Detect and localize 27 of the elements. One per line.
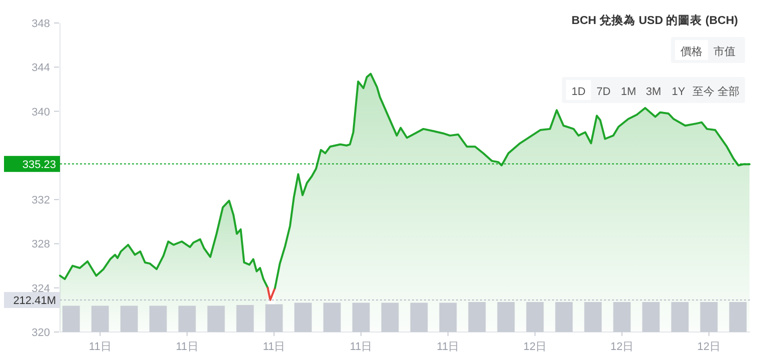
y-tick-label: 332 (32, 194, 50, 207)
text: 212.41M (13, 295, 56, 307)
y-tick-label: 340 (32, 106, 50, 118)
annotation: 至今 (692, 86, 714, 98)
x-tick-label: 11日 (262, 341, 286, 353)
y-tick-label: 348 (32, 18, 50, 30)
x-tick-label: 11日 (436, 341, 460, 353)
x-tick-label: 12日 (697, 341, 721, 353)
annotation: 市值 (714, 45, 736, 58)
x-tick-label: 11日 (88, 341, 112, 353)
annotation: 1D (571, 86, 586, 98)
y-tick-label: 344 (32, 62, 50, 74)
y-tick-label: 328 (32, 238, 50, 251)
y-tick-label: 320 (32, 327, 50, 339)
x-tick-label: 11日 (176, 341, 198, 353)
ref-line-label: 335.23 (22, 158, 56, 171)
annotation: 3M (646, 86, 662, 98)
x-tick-label: 11日 (350, 341, 372, 353)
annotation: 全部 (718, 85, 740, 98)
x-tick-label: 12日 (523, 341, 547, 353)
y-tick-label: 324 (32, 282, 50, 295)
x-tick-label: 12日 (610, 341, 634, 353)
chart-title: BCH 兌換為 USD 的圖表 (BCH) (571, 13, 738, 27)
annotation: 7D (596, 86, 611, 98)
annotation: 價格 (680, 46, 702, 58)
annotation: 1M (620, 86, 636, 98)
annotation: 1Y (672, 86, 686, 98)
